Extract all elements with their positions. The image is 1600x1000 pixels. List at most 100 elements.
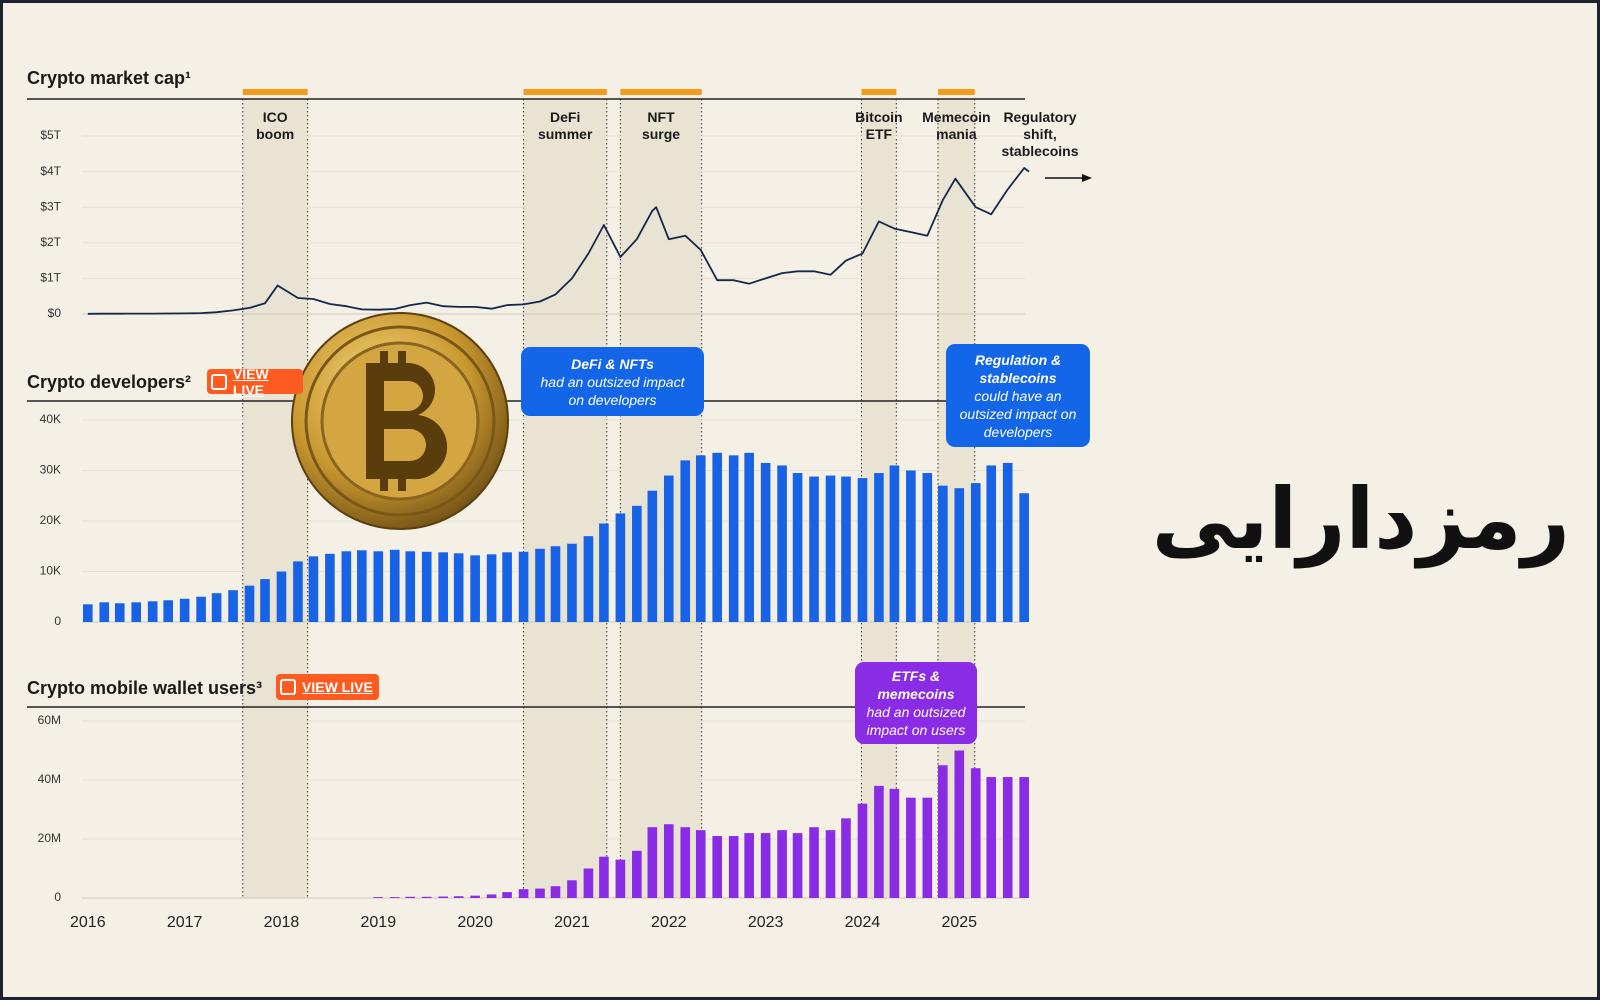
bar [470, 895, 480, 898]
period [523, 89, 608, 898]
bar [695, 455, 706, 622]
y-tick-label: $3T [40, 199, 61, 213]
bar [196, 596, 206, 622]
bar [567, 543, 577, 622]
bar [599, 523, 609, 622]
bar [550, 546, 561, 622]
chart-title: Crypto market cap¹ [27, 68, 191, 88]
bar [83, 604, 93, 622]
callout-bold: DeFi & NFTs [571, 355, 654, 372]
bar [550, 886, 561, 898]
y-tick-label: 60M [38, 713, 61, 727]
link-icon [280, 679, 296, 695]
y-tick-label: 0 [54, 890, 61, 904]
bar [1019, 493, 1029, 622]
bar [792, 473, 803, 622]
bar [1002, 777, 1013, 898]
caption: رمزدارایی [1151, 470, 1570, 568]
bar [986, 465, 997, 622]
bar [421, 551, 432, 622]
x-tick-label: 2018 [264, 914, 300, 931]
bar [841, 476, 851, 622]
bar [260, 579, 270, 622]
bar [906, 797, 916, 898]
bar [874, 473, 884, 622]
period-label-line: boom [256, 126, 294, 142]
bar [1019, 777, 1029, 898]
bar [179, 598, 190, 622]
bar [792, 833, 803, 898]
period-label: Bitcoin ETF [855, 109, 902, 142]
bar [228, 590, 238, 622]
bar [712, 452, 723, 622]
annotation: Regulatory shift, stablecoins [1001, 109, 1078, 159]
market-cap-line [87, 167, 1030, 315]
bar [131, 602, 142, 622]
bar [906, 470, 916, 622]
period-label: Memecoin mania [922, 109, 990, 142]
x-tick-label: 2019 [361, 914, 397, 931]
bar [938, 765, 948, 898]
y-tick-label: 20M [38, 831, 61, 845]
period-cap [861, 89, 897, 95]
bar [1002, 462, 1013, 622]
x-tick-label: 2017 [167, 914, 203, 931]
bar [373, 897, 384, 898]
bar [518, 551, 529, 622]
bar [825, 830, 836, 898]
period-label-line: surge [642, 126, 680, 142]
y-tick-label: $0 [48, 306, 62, 320]
bar [809, 827, 819, 898]
bar [293, 561, 303, 622]
bar [244, 585, 255, 622]
x-tick-label: 2023 [748, 914, 784, 931]
bar [567, 880, 577, 898]
bar [632, 505, 642, 622]
bar [405, 551, 416, 622]
period-label-line: NFT [647, 109, 675, 125]
y-tick-label: 20K [40, 513, 61, 527]
y-tick-label: 40M [38, 772, 61, 786]
bar [680, 827, 691, 898]
period-cap [242, 89, 308, 95]
bar [486, 894, 497, 898]
bar [954, 488, 965, 622]
annotation-line: Regulatory [1003, 109, 1076, 125]
y-tick-label: $5T [40, 128, 61, 142]
bar [453, 553, 464, 622]
period-cap [937, 89, 975, 95]
bar [809, 476, 819, 622]
chart-title: Crypto mobile wallet users³ [27, 678, 262, 698]
x-tick-label: 2025 [941, 914, 977, 931]
bar [970, 483, 981, 622]
period-label-line: summer [538, 126, 593, 142]
callout: DeFi & NFTs had an outsized impact on dev… [521, 347, 704, 416]
view-live-button[interactable]: VIEW LIVE [276, 674, 379, 700]
bar [970, 768, 981, 898]
link-icon [211, 373, 227, 390]
bar [373, 551, 384, 622]
x-tick-label: 2021 [554, 914, 590, 931]
bar [889, 465, 900, 622]
bar [147, 601, 158, 622]
bar [760, 462, 771, 622]
bar [502, 552, 512, 622]
view-live-button[interactable]: VIEW LIVE [207, 366, 303, 398]
period-label-line: ICO [263, 109, 288, 125]
callout-text: had an outsized impact on users [866, 704, 966, 738]
x-tick-label: 2016 [70, 914, 106, 931]
bar [308, 556, 319, 622]
bar [405, 896, 416, 898]
bar [583, 868, 594, 898]
callout-bold: ETFs & memecoins [877, 668, 955, 702]
period-label-line: DeFi [550, 109, 580, 125]
bar [857, 478, 868, 622]
view-live-text: VIEW LIVE [232, 365, 269, 398]
bar [615, 513, 626, 622]
bar [438, 896, 448, 898]
bar [615, 859, 626, 898]
bar [663, 475, 674, 622]
